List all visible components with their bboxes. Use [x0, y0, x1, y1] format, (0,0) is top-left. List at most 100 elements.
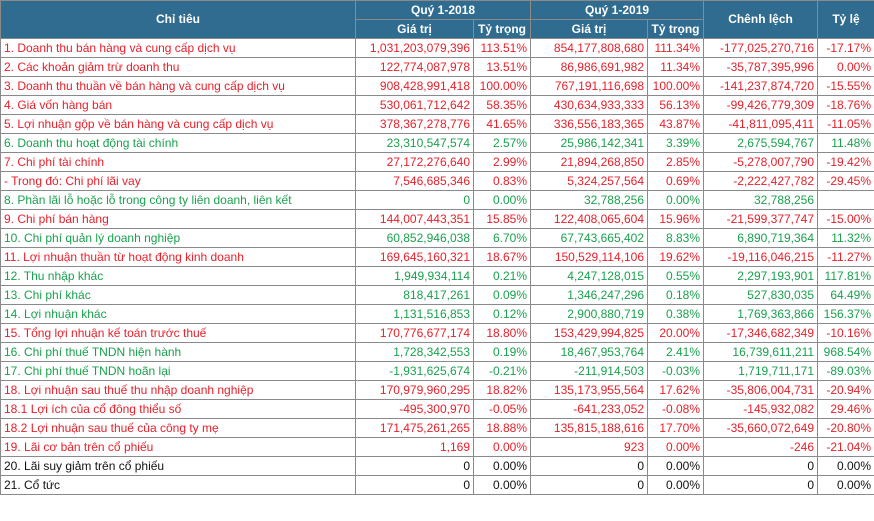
- share-2019: 17.62%: [647, 380, 705, 400]
- difference: -35,806,004,731: [703, 380, 819, 400]
- change-rate: -15.00%: [817, 209, 874, 229]
- value-2019: -211,914,503: [530, 361, 649, 381]
- share-2018: 18.88%: [472, 418, 532, 438]
- change-rate: -18.76%: [817, 95, 874, 115]
- share-2019: 0.00%: [647, 475, 705, 495]
- row-label: 12. Thu nhập khác: [0, 266, 356, 286]
- value-2019: 5,324,257,564: [530, 171, 649, 191]
- header-ty-le: Tỷ lệ: [817, 0, 874, 39]
- row-label: 4. Giá vốn hàng bán: [0, 95, 356, 115]
- share-2018: 0.19%: [472, 342, 532, 362]
- value-2018: 0: [355, 456, 474, 476]
- value-2018: 27,172,276,640: [355, 152, 474, 172]
- value-2018: 908,428,991,418: [355, 76, 474, 96]
- difference: 2,675,594,767: [703, 133, 819, 153]
- value-2019: 86,986,691,982: [530, 57, 649, 77]
- value-2018: 7,546,685,346: [355, 171, 474, 191]
- share-2018: 13.51%: [472, 57, 532, 77]
- share-2019: 3.39%: [647, 133, 705, 153]
- difference: -19,116,046,215: [703, 247, 819, 267]
- row-label: 21. Cổ tức: [0, 475, 356, 495]
- value-2019: 67,743,665,402: [530, 228, 649, 248]
- change-rate: -19.42%: [817, 152, 874, 172]
- difference: 16,739,611,211: [703, 342, 819, 362]
- value-2018: 169,645,160,321: [355, 247, 474, 267]
- table-row: 15. Tổng lợi nhuận kế toán trước thuế 17…: [0, 323, 874, 343]
- change-rate: -21.04%: [817, 437, 874, 457]
- change-rate: -11.05%: [817, 114, 874, 134]
- change-rate: 11.32%: [817, 228, 874, 248]
- table-row: 7. Chi phí tài chính 27,172,276,640 2.99…: [0, 152, 874, 172]
- row-label: 15. Tổng lợi nhuận kế toán trước thuế: [0, 323, 356, 343]
- difference: 1,719,711,171: [703, 361, 819, 381]
- share-2018: -0.05%: [472, 399, 532, 419]
- value-2018: 818,417,261: [355, 285, 474, 305]
- share-2019: 11.34%: [647, 57, 705, 77]
- share-2018: 18.82%: [472, 380, 532, 400]
- difference: -177,025,270,716: [703, 38, 819, 58]
- row-label: - Trong đó: Chi phí lãi vay: [0, 171, 356, 191]
- value-2019: 32,788,256: [530, 190, 649, 210]
- difference: -35,660,072,649: [703, 418, 819, 438]
- value-2018: 1,169: [355, 437, 474, 457]
- table-row: 8. Phần lãi lỗ hoặc lỗ trong công ty liê…: [0, 190, 874, 210]
- table-row: 21. Cổ tức 0 0.00% 0 0.00% 0 0.00%: [0, 475, 874, 495]
- header-ty-trong-2019: Tỷ trọng: [647, 19, 705, 39]
- value-2019: 0: [530, 456, 649, 476]
- value-2018: 1,728,342,553: [355, 342, 474, 362]
- table-row: 12. Thu nhập khác 1,949,934,114 0.21% 4,…: [0, 266, 874, 286]
- value-2019: 18,467,953,764: [530, 342, 649, 362]
- row-label: 19. Lãi cơ bản trên cổ phiếu: [0, 437, 356, 457]
- value-2019: 25,986,142,341: [530, 133, 649, 153]
- header-q2019: Quý 1-2019: [530, 0, 705, 20]
- row-label: 17. Chi phí thuế TNDN hoãn lại: [0, 361, 356, 381]
- share-2019: 43.87%: [647, 114, 705, 134]
- table-row: 6. Doanh thu hoạt động tài chính 23,310,…: [0, 133, 874, 153]
- share-2018: 0.83%: [472, 171, 532, 191]
- difference: -5,278,007,790: [703, 152, 819, 172]
- value-2019: 122,408,065,604: [530, 209, 649, 229]
- share-2019: -0.03%: [647, 361, 705, 381]
- change-rate: -11.27%: [817, 247, 874, 267]
- change-rate: -29.45%: [817, 171, 874, 191]
- value-2018: 170,979,960,295: [355, 380, 474, 400]
- row-label: 1. Doanh thu bán hàng và cung cấp dịch v…: [0, 38, 356, 58]
- value-2018: 170,776,677,174: [355, 323, 474, 343]
- difference: 6,890,719,364: [703, 228, 819, 248]
- change-rate: 0.00%: [817, 57, 874, 77]
- table-row: 14. Lợi nhuận khác 1,131,516,853 0.12% 2…: [0, 304, 874, 324]
- share-2019: 15.96%: [647, 209, 705, 229]
- value-2019: 854,177,808,680: [530, 38, 649, 58]
- share-2019: -0.08%: [647, 399, 705, 419]
- change-rate: -15.55%: [817, 76, 874, 96]
- row-label: 16. Chi phí thuế TNDN hiện hành: [0, 342, 356, 362]
- value-2018: 1,031,203,079,396: [355, 38, 474, 58]
- share-2018: 0.21%: [472, 266, 532, 286]
- difference: -2,222,427,782: [703, 171, 819, 191]
- table-row: 2. Các khoản giảm trừ doanh thu 122,774,…: [0, 57, 874, 77]
- difference: 2,297,193,901: [703, 266, 819, 286]
- value-2018: 171,475,261,265: [355, 418, 474, 438]
- change-rate: -17.17%: [817, 38, 874, 58]
- difference: 0: [703, 456, 819, 476]
- table-row: 4. Giá vốn hàng bán 530,061,712,642 58.3…: [0, 95, 874, 115]
- value-2018: 0: [355, 190, 474, 210]
- share-2018: 0.09%: [472, 285, 532, 305]
- value-2018: 1,949,934,114: [355, 266, 474, 286]
- share-2019: 2.41%: [647, 342, 705, 362]
- change-rate: 156.37%: [817, 304, 874, 324]
- difference: -21,599,377,747: [703, 209, 819, 229]
- difference: -35,787,395,996: [703, 57, 819, 77]
- share-2019: 56.13%: [647, 95, 705, 115]
- row-label: 3. Doanh thu thuần về bán hàng và cung c…: [0, 76, 356, 96]
- change-rate: [817, 190, 874, 210]
- row-label: 6. Doanh thu hoạt động tài chính: [0, 133, 356, 153]
- table-row: 18.2 Lợi nhuận sau thuế của công ty mẹ 1…: [0, 418, 874, 438]
- row-label: 18.2 Lợi nhuận sau thuế của công ty mẹ: [0, 418, 356, 438]
- share-2019: 0.00%: [647, 437, 705, 457]
- table-row: 17. Chi phí thuế TNDN hoãn lại -1,931,62…: [0, 361, 874, 381]
- change-rate: -10.16%: [817, 323, 874, 343]
- table-row: 18. Lợi nhuận sau thuế thu nhập doanh ng…: [0, 380, 874, 400]
- value-2019: 2,900,880,719: [530, 304, 649, 324]
- value-2018: 530,061,712,642: [355, 95, 474, 115]
